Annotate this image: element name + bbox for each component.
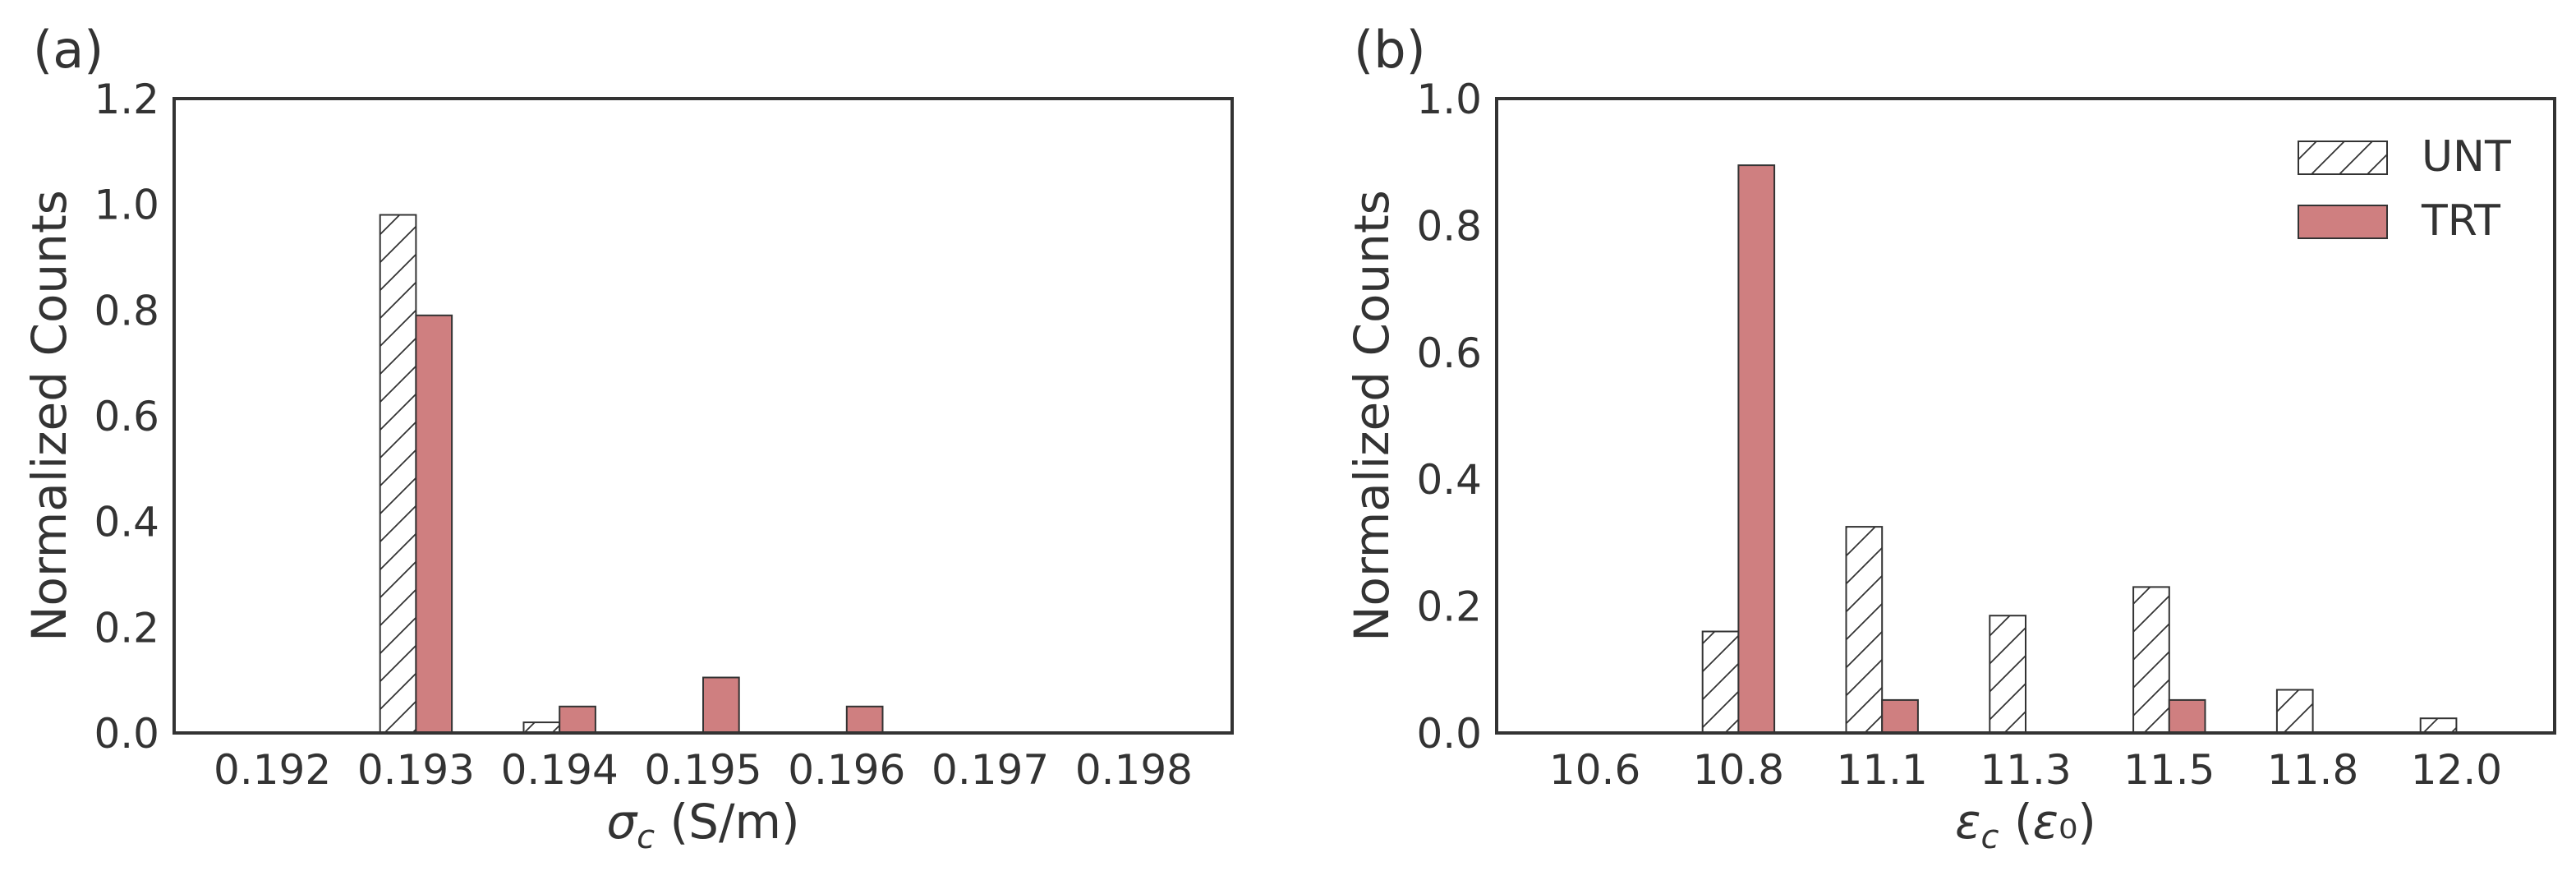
panel-b-y-tick-label: 1.0 (1416, 76, 1482, 123)
panel-a-y-axis-label: Normalized Counts (21, 190, 77, 642)
panel-b-bar-unt-2 (1845, 526, 1884, 734)
panel-b-bar-trt-2 (1881, 698, 1919, 735)
panel-b-x-tick-label: 12.0 (2411, 746, 2502, 794)
panel-a-x-tick-label: 0.196 (788, 746, 905, 794)
panel-b-x-tick-label: 11.1 (1837, 746, 1928, 794)
panel-a-x-axis-label: σc (S/m) (606, 794, 799, 856)
panel-a-x-tick-labels: 0.192 0.193 0.194 0.195 0.196 0.197 0.198 (214, 746, 1193, 794)
panel-a-bar-trt-4 (845, 705, 884, 734)
panel-b-bar-unt-3 (1989, 615, 2027, 735)
panel-a-y-tick-label: 1.0 (94, 182, 159, 229)
panel-a-bar-trt-3 (702, 676, 740, 734)
legend-label-trt: TRT (2421, 196, 2500, 246)
panel-b-y-tick-label: 0.8 (1416, 202, 1482, 250)
panel-a-bar-unt-1 (379, 214, 417, 734)
panel-b-y-axis-label: Normalized Counts (1344, 190, 1400, 642)
panel-a-x-tick-label: 0.192 (214, 746, 331, 794)
panel-b-x-tick-labels: 10.6 10.8 11.1 11.3 11.5 11.8 12.0 (1549, 746, 2502, 794)
panel-a-y-tick-label: 0.6 (94, 393, 159, 440)
legend-swatch-trt (2298, 205, 2388, 239)
panel-b-bars (1701, 164, 2458, 735)
panel-b-y-tick-label: 0.0 (1416, 710, 1482, 758)
panel-b-x-tick-label: 11.8 (2267, 746, 2358, 794)
panel-a-label: (a) (33, 20, 104, 80)
panel-a-y-tick-labels: 0.0 0.2 0.4 0.6 0.8 1.0 1.2 (94, 76, 159, 758)
legend-label-unt: UNT (2422, 132, 2511, 182)
panel-a-x-tick-label: 0.198 (1075, 746, 1193, 794)
panel-b-x-tick-label: 11.5 (2123, 746, 2215, 794)
panel-b-bar-unt-6 (2419, 717, 2458, 735)
panel-a-y-tick-label: 0.8 (94, 287, 159, 334)
panel-b-x-tick-label: 11.3 (1980, 746, 2071, 794)
panel-b-x-axis-label: εc (ε₀) (1955, 794, 2096, 856)
panel-a-x-tick-label: 0.193 (357, 746, 475, 794)
panel-a-x-tick-label: 0.194 (501, 746, 619, 794)
panel-b-label: (b) (1354, 20, 1426, 80)
panel-b-bar-trt-4 (2168, 698, 2206, 735)
panel-a-bars (379, 214, 884, 734)
panel-a-frame (172, 97, 1234, 735)
legend-swatch-unt (2298, 141, 2388, 175)
panel-a-y-tick-label: 0.2 (94, 604, 159, 652)
panel-a-y-tick-label: 1.2 (94, 76, 159, 123)
panel-a: (a) 0.00.20.40.60.81.01.2 0.192 0.193 0.19… (21, 20, 1234, 856)
panel-b-bar-unt-1 (1701, 630, 1740, 734)
panel-b-y-tick-labels: 0.0 0.2 0.4 0.6 0.8 1.0 (1416, 76, 1482, 758)
panel-a-bar-trt-1 (415, 314, 453, 734)
panel-b: (b) 0.00.20.40.60.81.0 10.6 10.8 11.1 11.3 1… (1344, 20, 2556, 856)
panel-a-y-tick-label: 0.4 (94, 499, 159, 546)
panel-a-x-tick-label: 0.197 (932, 746, 1049, 794)
panel-b-frame (1495, 97, 2556, 735)
panel-b-x-tick-label: 10.6 (1549, 746, 1640, 794)
panel-b-y-tick-label: 0.6 (1416, 330, 1482, 377)
panel-b-legend: UNT TRT (2298, 132, 2511, 246)
panel-b-x-tick-label: 10.8 (1693, 746, 1784, 794)
panel-a-x-tick-label: 0.195 (644, 746, 761, 794)
panel-b-bar-unt-5 (2275, 689, 2314, 734)
panel-b-y-tick-label: 0.4 (1416, 456, 1482, 504)
panel-b-bar-unt-4 (2132, 586, 2170, 735)
panel-b-bar-trt-1 (1737, 164, 1776, 735)
panel-a-y-tick-label: 0.0 (94, 710, 159, 758)
panel-a-bar-trt-2 (559, 705, 596, 734)
panel-b-y-tick-label: 0.2 (1416, 583, 1482, 631)
